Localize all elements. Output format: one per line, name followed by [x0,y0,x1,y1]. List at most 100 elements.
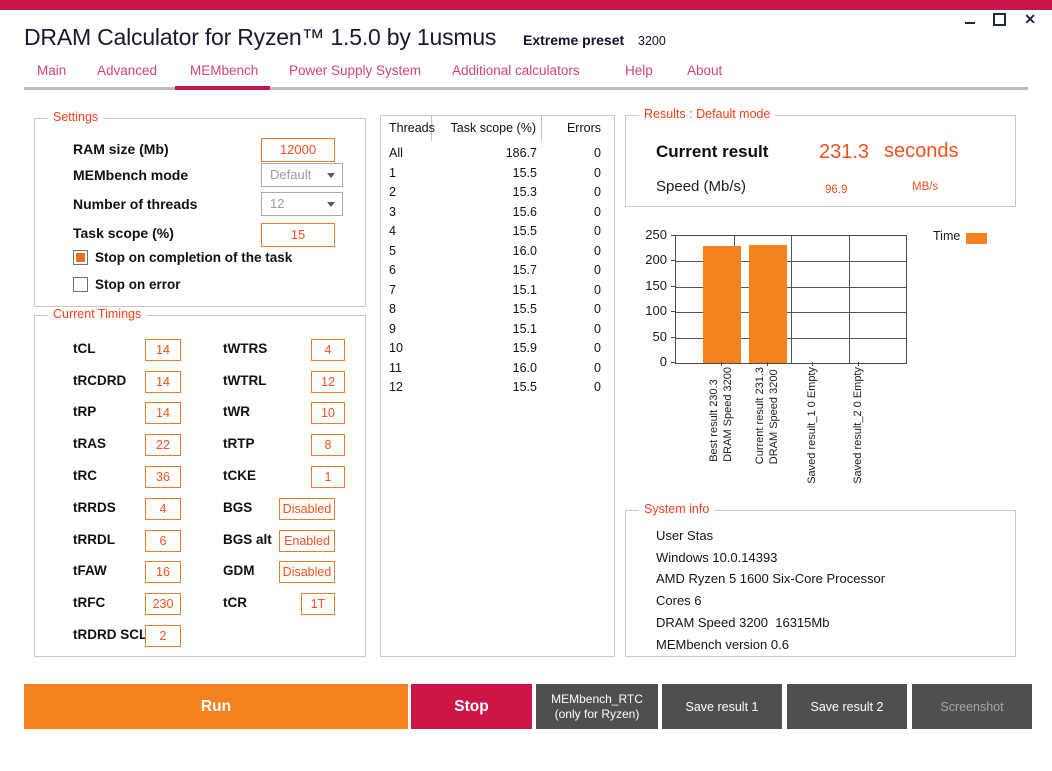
close-icon[interactable]: ✕ [1024,11,1036,27]
tab-help[interactable]: Help [625,63,653,78]
trc-input[interactable]: 36 [145,466,181,488]
current-result-value: 231.3 [819,141,870,163]
y-axis-tick-label: 250 [645,227,667,242]
stop-button[interactable]: Stop [411,684,532,729]
results-panel: Results : Default mode Current result 23… [625,107,1016,207]
tab-main[interactable]: Main [37,63,67,78]
table-row[interactable]: 11 16.0 0 [381,359,614,379]
x-axis-tick [721,362,722,366]
trcdrd-input[interactable]: 14 [145,371,181,393]
table-row[interactable]: 6 15.7 0 [381,261,614,281]
column-header-threads[interactable]: Threads [381,116,435,141]
trtp-input[interactable]: 8 [311,434,345,456]
table-row[interactable]: 1 15.5 0 [381,164,614,184]
tab-about[interactable]: About [687,63,723,78]
table-row[interactable]: 7 15.1 0 [381,281,614,301]
membench-rtc-line1: MEMbench_RTC [551,691,643,706]
tab-advanced[interactable]: Advanced [97,63,158,78]
cell-errors: 0 [594,380,601,394]
tras-input[interactable]: 22 [145,434,181,456]
task-scope-input[interactable]: 15 [261,223,335,247]
settings-panel: Settings RAM size (Mb) 12000 MEMbench mode… [34,110,366,307]
column-header-errors[interactable]: Errors [566,121,601,135]
twr-label: tWR [223,404,250,419]
threads-table: Threads Task scope (%) Errors All 186.7 0 1… [380,115,615,657]
trdrd-scl-input[interactable]: 2 [145,625,181,647]
run-button[interactable]: Run [24,684,408,729]
threads-table-body: All 186.7 0 1 15.5 0 2 15.3 0 3 15.6 0 4 15.5 0 5 16.0 0 6… [381,144,614,398]
table-row[interactable]: 4 15.5 0 [381,222,614,242]
cell-task-scope: 15.9 [512,341,537,355]
trrds-input[interactable]: 4 [145,498,181,520]
tcke-input[interactable]: 1 [311,466,345,488]
cell-threads: All [389,146,403,160]
table-row[interactable]: 12 15.5 0 [381,378,614,398]
system-info-title: System info [639,502,715,516]
titlebar[interactable] [0,0,1052,10]
stop-on-completion-checkbox-fill [76,253,85,262]
twtrl-label: tWTRL [223,373,267,388]
ram-size-input[interactable]: 12000 [261,138,335,162]
legend-time-swatch [966,233,987,244]
save-result-2-button[interactable]: Save result 2 [787,684,907,729]
cell-errors: 0 [594,185,601,199]
twtrl-input[interactable]: 12 [311,371,345,393]
tfaw-input[interactable]: 16 [145,561,181,583]
cell-threads: 6 [389,263,396,277]
table-row[interactable]: 9 15.1 0 [381,320,614,340]
tcr-input[interactable]: 1T [301,593,335,615]
table-row[interactable]: All 186.7 0 [381,144,614,164]
y-axis-tick-label: 100 [645,303,667,319]
save-result-1-button[interactable]: Save result 1 [662,684,782,729]
table-row[interactable]: 5 16.0 0 [381,242,614,262]
column-header-task-scope[interactable]: Task scope (%) [432,116,542,141]
cell-threads: 9 [389,321,396,336]
results-bar-chart [675,235,907,364]
cell-threads: 12 [389,380,403,394]
table-row[interactable]: 3 15.6 0 [381,203,614,223]
membench-rtc-button[interactable]: MEMbench_RTC (only for Ryzen) [536,684,658,729]
table-row[interactable]: 10 15.9 0 [381,339,614,359]
tab-membench[interactable]: MEMbench [190,63,259,78]
minimize-icon[interactable] [965,22,976,24]
bgs-label: BGS [223,500,253,515]
tab-additional-calculators[interactable]: Additional calculators [452,63,580,78]
stop-on-error-label: Stop on error [95,277,181,292]
number-of-threads-select[interactable]: 12 [261,192,343,216]
table-row[interactable]: 2 15.3 0 [381,183,614,203]
screenshot-button[interactable]: Screenshot [912,684,1032,729]
twtrs-input[interactable]: 4 [311,339,345,361]
x-axis-label-line: DRAM Speed 3200 [722,367,734,462]
preset-label: Extreme preset [523,32,625,48]
trfc-input[interactable]: 230 [145,593,181,615]
trrdl-input[interactable]: 6 [145,530,181,552]
maximize-icon[interactable] [993,13,1007,26]
cell-threads: 11 [389,360,402,375]
stop-on-error-checkbox[interactable] [73,277,88,292]
gdm-input[interactable]: Disabled [279,561,335,583]
cell-task-scope: 15.3 [512,185,537,199]
table-row[interactable]: 8 15.5 0 [381,300,614,320]
threads-table-header: Threads Task scope (%) Errors [381,116,614,141]
stop-on-completion-checkbox[interactable] [73,250,88,265]
twr-input[interactable]: 10 [311,402,345,424]
trcdrd-label: tRCDRD [73,373,127,388]
tcl-input[interactable]: 14 [145,339,181,361]
twtrs-label: tWTRS [223,341,268,356]
bgs-alt-input[interactable]: Enabled [279,530,335,552]
gdm-label: GDM [223,563,255,578]
cell-task-scope: 15.5 [512,302,537,316]
bgs-input[interactable]: Disabled [279,498,335,520]
x-axis-category-label: Best result 230.3 DRAM Speed 3200 [707,367,735,462]
chevron-down-icon [327,173,335,178]
cell-errors: 0 [594,321,601,336]
system-info-line: DRAM Speed 3200 16315Mb [656,614,830,630]
trp-input[interactable]: 14 [145,402,181,424]
tab-power-supply-system[interactable]: Power Supply System [289,63,422,78]
membench-mode-select[interactable]: Default [261,163,343,187]
cell-task-scope: 15.1 [512,282,537,297]
y-axis-tick [671,260,675,262]
chevron-down-icon [327,202,335,207]
x-axis-tick [766,362,768,366]
